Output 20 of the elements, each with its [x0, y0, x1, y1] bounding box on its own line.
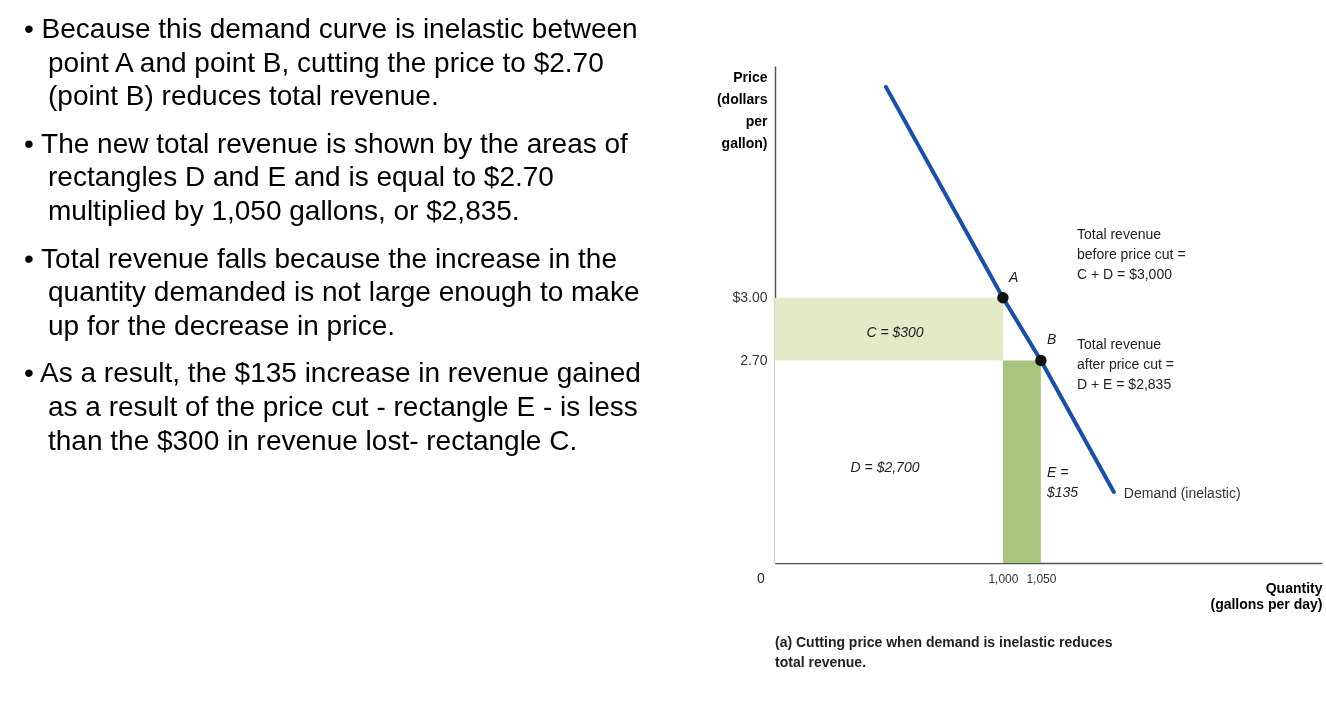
text: (a) Cutting price when demand is inelastic reduces total revenue. — [775, 634, 1113, 670]
annotation: Total revenue after price cut = D + E = $2,835 — [1077, 336, 1174, 392]
y-tick-label: 2.70 — [740, 351, 768, 368]
annotation: E = $135 — [1046, 464, 1079, 500]
text: 0 — [757, 570, 766, 586]
text: • Because this demand curve is inelastic between point A and point B, cutting the price to $2.70 (point B) reduces total revenue. — [24, 12, 639, 113]
annotation: A — [1007, 268, 1019, 285]
y-tick-label: $3.00 — [732, 289, 768, 306]
text: • Total revenue falls because the increase in the quantity demanded is not large enough to make up for the decrease in price. — [24, 241, 641, 343]
series-label: Demand (inelastic) — [1123, 485, 1241, 501]
y-axis-title: Price (dollars per gallon) — [716, 68, 769, 151]
x-tick-label: 1,000 — [988, 571, 1019, 586]
x-axis-title: Quantity (gallons per day) — [1210, 579, 1323, 612]
annotation: Total revenue before price cut = C + D = $3,000 — [1077, 226, 1186, 282]
annotation: C = $300 — [866, 324, 924, 340]
text: • The new total revenue is shown by the areas of rectangles D and E and is equal to $2.70 multiplied by 1,050 gallons, or $2,835. — [24, 126, 629, 228]
x-tick-label: 1,050 — [1026, 571, 1057, 586]
annotation: B — [1046, 331, 1057, 348]
annotation: D = $2,700 — [850, 459, 920, 475]
text: • As a result, the $135 increase in revenue gained as a result of the price cut - rectangle E - is less than the $300 in revenue lost- rectangle C. — [24, 356, 642, 458]
